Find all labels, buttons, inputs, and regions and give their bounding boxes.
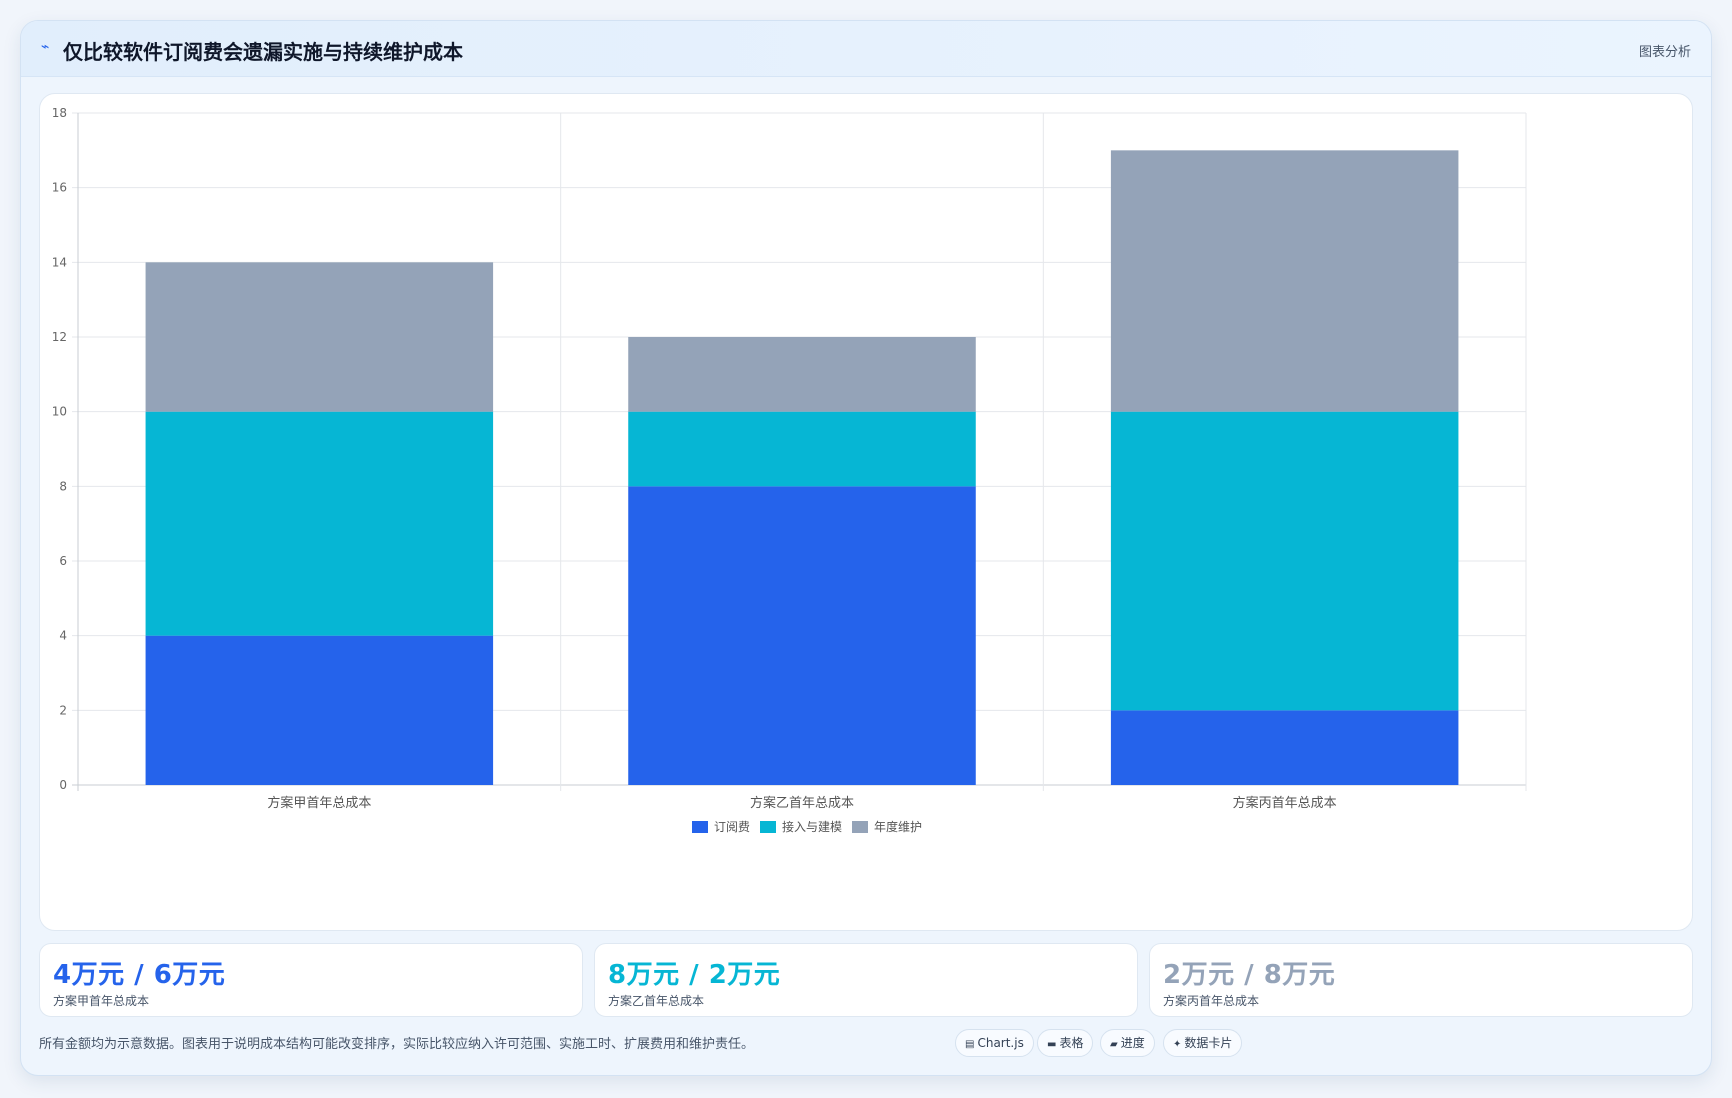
y-tick-label: 12: [52, 330, 67, 344]
stats-row: 4万元 / 6万元 方案甲首年总成本 8万元 / 2万元 方案乙首年总成本 2万…: [39, 943, 1693, 1017]
stat-card-c: 2万元 / 8万元 方案丙首年总成本: [1149, 943, 1693, 1017]
y-tick-label: 2: [59, 703, 67, 717]
stat-label: 方案丙首年总成本: [1163, 994, 1260, 1008]
bar-segment: [145, 262, 494, 412]
chip-label: 表格: [1059, 1036, 1084, 1050]
bar-segment: [1110, 150, 1459, 412]
stat-value: 4万元 / 6万元: [53, 960, 226, 990]
chart-analysis-tab[interactable]: 图表分析: [1638, 45, 1691, 60]
y-tick-label: 6: [59, 554, 67, 568]
bar-segment: [145, 635, 494, 785]
chip-progress[interactable]: ▰ 进度: [1100, 1029, 1155, 1057]
chip-chartjs[interactable]: ▤ Chart.js: [955, 1029, 1034, 1057]
stat-value: 2万元 / 8万元: [1163, 960, 1336, 990]
legend-label: 订阅费: [714, 820, 750, 834]
bar-segment: [628, 411, 976, 487]
card-icon: ✦: [1173, 1039, 1182, 1050]
panel-header: ⌁ 仅比较软件订阅费会遗漏实施与持续维护成本 图表分析: [21, 21, 1711, 77]
chart-panel: ⌁ 仅比较软件订阅费会遗漏实施与持续维护成本 图表分析 0 2 4 6 8 10 12 14 1…: [20, 20, 1712, 1076]
table-icon: ▬: [1047, 1039, 1057, 1050]
stacked-bar-chart: 0 2 4 6 8 10 12 14 16 18 方案甲首年总成本 方案乙首年总成本 方案丙首年总成本订…: [52, 106, 1527, 834]
y-tick-label: 16: [52, 181, 67, 195]
stat-label: 方案乙首年总成本: [608, 994, 705, 1008]
stat-label: 方案甲首年总成本: [53, 994, 150, 1008]
legend-label: 接入与建模: [782, 819, 842, 834]
stat-value: 8万元 / 2万元: [608, 960, 781, 990]
trend-icon: ⌁: [41, 39, 50, 55]
chip-label: Chart.js: [977, 1036, 1024, 1050]
bar-segment: [628, 486, 976, 785]
chart-card: 0 2 4 6 8 10 12 14 16 18 方案甲首年总成本 方案乙首年总成本 方案丙首年总成本订…: [39, 93, 1693, 931]
legend-swatch: [760, 821, 776, 833]
chart-icon: ▤: [965, 1039, 975, 1050]
y-tick-label: 0: [59, 778, 67, 792]
x-tick-label: 方案丙首年总成本: [1233, 795, 1337, 811]
legend-swatch: [692, 821, 708, 833]
chip-label: 数据卡片: [1184, 1036, 1233, 1050]
legend-label: 年度维护: [874, 819, 922, 834]
chip-data-card[interactable]: ✦ 数据卡片: [1163, 1029, 1243, 1057]
stat-card-b: 8万元 / 2万元 方案乙首年总成本: [594, 943, 1138, 1017]
bar-segment: [628, 337, 976, 412]
legend-swatch: [852, 821, 868, 833]
footer-note: 所有金额均为示意数据。图表用于说明成本结构可能改变排序，实际比较应纳入许可范围、…: [39, 1037, 755, 1052]
stat-card-a: 4万元 / 6万元 方案甲首年总成本: [39, 943, 583, 1017]
y-tick-label: 10: [52, 405, 67, 419]
page-title: 仅比较软件订阅费会遗漏实施与持续维护成本: [63, 40, 463, 64]
x-tick-label: 方案乙首年总成本: [750, 795, 854, 811]
chip-table[interactable]: ▬ 表格: [1037, 1029, 1094, 1057]
x-tick-label: 方案甲首年总成本: [267, 795, 371, 811]
y-tick-label: 18: [52, 106, 67, 120]
bar-segment: [1110, 411, 1459, 711]
y-tick-label: 8: [59, 479, 67, 493]
y-tick-label: 14: [52, 255, 67, 269]
chip-label: 进度: [1120, 1036, 1145, 1050]
bar-segment: [1110, 710, 1459, 785]
y-tick-label: 4: [59, 629, 67, 643]
bar-segment: [145, 411, 494, 636]
progress-icon: ▰: [1110, 1039, 1118, 1050]
